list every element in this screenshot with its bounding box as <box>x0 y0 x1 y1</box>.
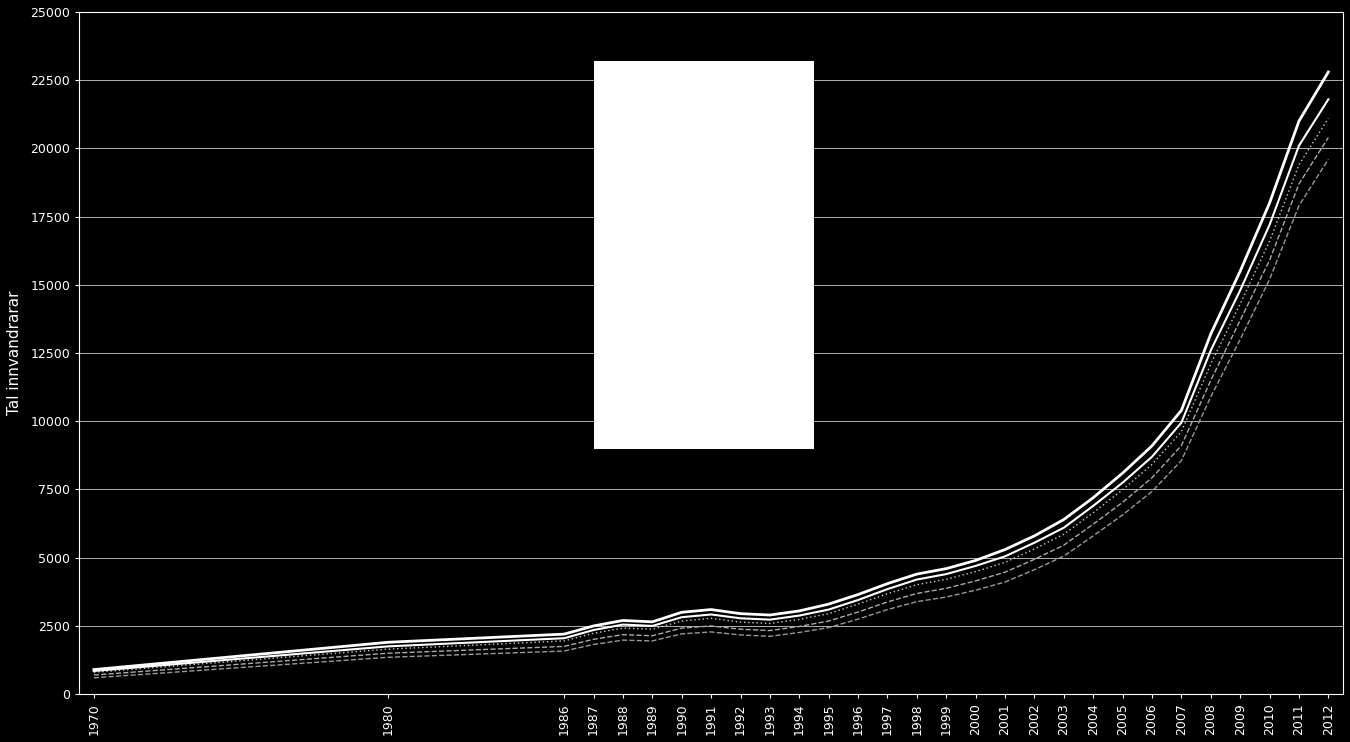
Y-axis label: Tal innvandrarar: Tal innvandrarar <box>7 291 22 416</box>
Bar <box>594 61 814 449</box>
